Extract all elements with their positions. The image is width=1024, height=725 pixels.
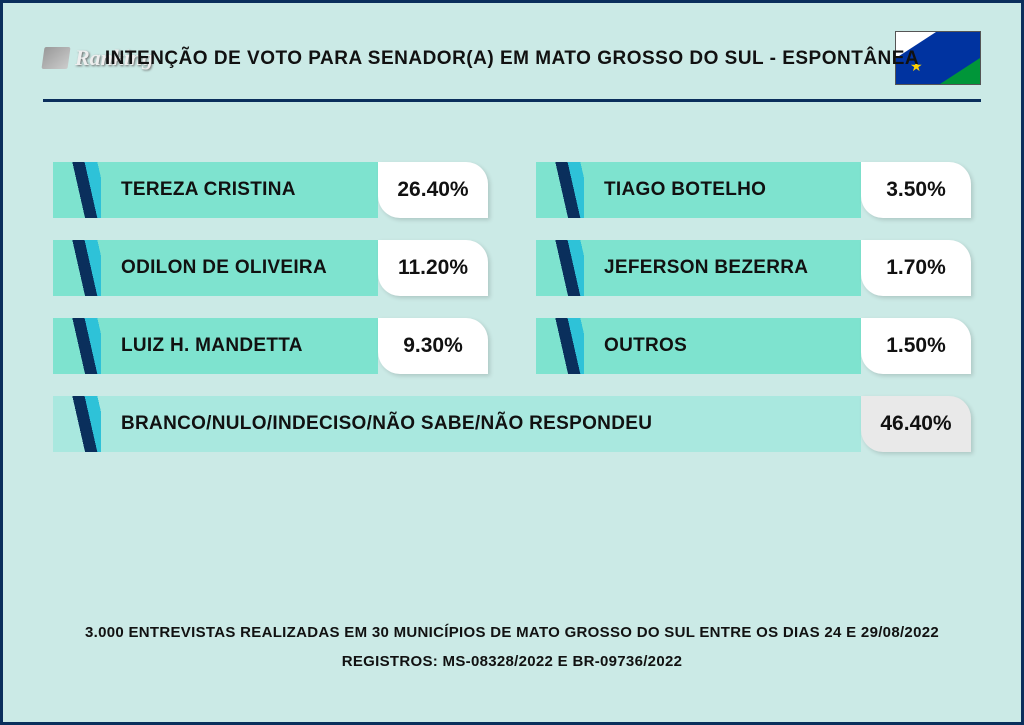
candidate-bar: OUTROS 1.50% bbox=[536, 318, 971, 374]
footer-line-1: 3.000 ENTREVISTAS REALIZADAS EM 30 MUNIC… bbox=[3, 619, 1021, 648]
content: TEREZA CRISTINA 26.40% TIAGO BOTELHO 3.5… bbox=[3, 102, 1021, 452]
footer-line-2: REGISTROS: MS-08328/2022 E BR-09736/2022 bbox=[3, 648, 1021, 677]
page-title: INTENÇÃO DE VOTO PARA SENADOR(A) EM MATO… bbox=[3, 48, 1021, 70]
candidate-label: ODILON DE OLIVEIRA bbox=[101, 240, 378, 296]
slash-icon bbox=[536, 240, 584, 296]
candidate-label: TEREZA CRISTINA bbox=[101, 162, 378, 218]
candidate-label: TIAGO BOTELHO bbox=[584, 162, 861, 218]
footer: 3.000 ENTREVISTAS REALIZADAS EM 30 MUNIC… bbox=[3, 619, 1021, 676]
slash-icon bbox=[53, 396, 101, 452]
slash-icon bbox=[53, 240, 101, 296]
candidate-pct: 26.40% bbox=[378, 162, 488, 218]
candidate-label: LUIZ H. MANDETTA bbox=[101, 318, 378, 374]
candidate-pct: 9.30% bbox=[378, 318, 488, 374]
candidate-pct: 1.50% bbox=[861, 318, 971, 374]
candidate-bar: LUIZ H. MANDETTA 9.30% bbox=[53, 318, 488, 374]
slash-icon bbox=[53, 318, 101, 374]
candidate-label: OUTROS bbox=[584, 318, 861, 374]
candidate-label: JEFERSON BEZERRA bbox=[584, 240, 861, 296]
candidate-bar: TIAGO BOTELHO 3.50% bbox=[536, 162, 971, 218]
slash-icon bbox=[53, 162, 101, 218]
candidate-bar: ODILON DE OLIVEIRA 11.20% bbox=[53, 240, 488, 296]
candidate-pct: 1.70% bbox=[861, 240, 971, 296]
candidate-pct: 11.20% bbox=[378, 240, 488, 296]
slash-icon bbox=[536, 318, 584, 374]
null-undecided-label: BRANCO/NULO/INDECISO/NÃO SABE/NÃO RESPON… bbox=[101, 396, 861, 452]
null-undecided-bar: BRANCO/NULO/INDECISO/NÃO SABE/NÃO RESPON… bbox=[53, 396, 971, 452]
slash-icon bbox=[536, 162, 584, 218]
candidate-pct: 3.50% bbox=[861, 162, 971, 218]
candidate-bar: JEFERSON BEZERRA 1.70% bbox=[536, 240, 971, 296]
candidate-bar: TEREZA CRISTINA 26.40% bbox=[53, 162, 488, 218]
bars-grid: TEREZA CRISTINA 26.40% TIAGO BOTELHO 3.5… bbox=[53, 162, 971, 452]
null-undecided-pct: 46.40% bbox=[861, 396, 971, 452]
